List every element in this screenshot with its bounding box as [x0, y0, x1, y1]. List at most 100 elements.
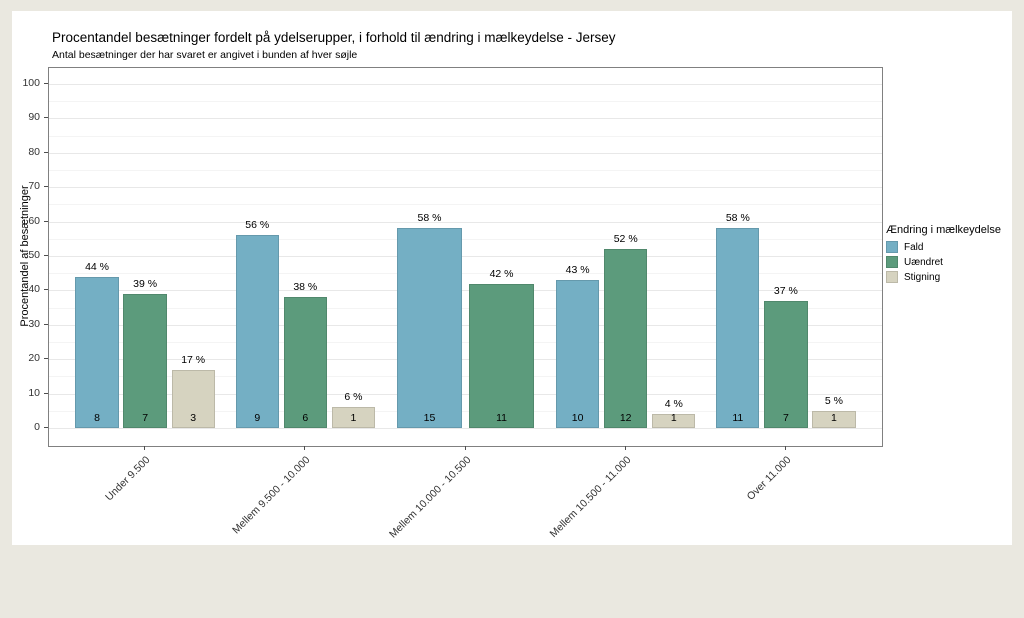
- bar-count-label: 15: [423, 412, 436, 424]
- bar-count-label: 1: [831, 412, 837, 424]
- bar: [812, 410, 856, 428]
- legend-swatch: [886, 256, 898, 268]
- y-axis-tick-mark: [44, 323, 48, 325]
- chart-card: Procentandel besætninger fordelt på ydel…: [12, 11, 1012, 545]
- y-axis-tick-label: 0: [34, 421, 40, 433]
- gridline-major: [49, 324, 882, 326]
- bar: [556, 280, 600, 428]
- bar-value-label: 5 %: [824, 394, 843, 407]
- legend-item: Uændret: [886, 256, 1016, 268]
- bar: [75, 276, 119, 428]
- y-axis-tick-label: 60: [28, 214, 40, 227]
- x-axis-tick-label: Under 9.500: [103, 454, 153, 504]
- y-axis-tick-mark: [44, 427, 48, 428]
- y-axis-tick-label: 100: [22, 77, 40, 89]
- bar-value-label: 42 %: [489, 267, 514, 280]
- legend-item: Fald: [886, 241, 1016, 253]
- legend-swatch: [886, 271, 898, 283]
- x-axis-tick-label: Mellem 10.500 - 11.000: [547, 454, 634, 540]
- gridline-minor: [49, 170, 882, 171]
- bar-value-label: 56 %: [245, 219, 270, 232]
- gridline-minor: [49, 273, 882, 275]
- bar: [171, 369, 215, 428]
- bar-count-label: 9: [254, 412, 261, 424]
- gridline-major: [49, 290, 882, 292]
- x-axis-tick-mark: [304, 446, 306, 450]
- legend-item: Stigning: [886, 271, 1016, 283]
- y-axis-tick-label: 10: [28, 386, 40, 399]
- gridline-major: [49, 359, 882, 361]
- y-axis-tick-mark: [44, 392, 48, 394]
- gridline-major: [49, 393, 882, 395]
- gridline-major: [49, 221, 882, 223]
- bar-count-label: 11: [496, 412, 507, 424]
- bar-value-label: 43 %: [565, 264, 590, 277]
- gridline-minor: [49, 204, 882, 206]
- gridline-major: [49, 256, 882, 257]
- legend-item-label: Fald: [904, 241, 924, 253]
- bar-count-label: 11: [732, 412, 744, 424]
- gridline-major: [49, 428, 882, 429]
- bar-value-label: 6 %: [344, 391, 363, 404]
- gridline-minor: [49, 342, 882, 343]
- y-axis-tick-mark: [44, 117, 48, 119]
- bar: [469, 283, 534, 428]
- legend-title: Ændring i mælkeydelse: [886, 224, 1001, 236]
- bar-count-label: 8: [94, 412, 100, 424]
- bar-value-label: 58 %: [417, 212, 442, 225]
- bar-value-label: 37 %: [773, 284, 798, 297]
- bar: [764, 300, 808, 428]
- gridline-major: [49, 118, 882, 120]
- bar-value-label: 38 %: [293, 281, 318, 294]
- gridline-minor: [49, 135, 882, 137]
- bar: [283, 297, 327, 428]
- chart-title: Procentandel besætninger fordelt på ydel…: [52, 30, 616, 45]
- y-axis-tick-mark: [44, 255, 48, 256]
- x-axis-tick-mark: [624, 446, 626, 450]
- bar: [235, 235, 279, 428]
- x-axis-tick-label: Mellem 9.500 - 10.000: [230, 454, 313, 537]
- y-axis-tick-mark: [44, 151, 48, 153]
- bar-value-label: 52 %: [613, 233, 638, 246]
- x-axis-tick-mark: [784, 446, 786, 450]
- x-axis-tick-mark: [464, 446, 466, 450]
- y-axis-tick-label: 20: [28, 352, 40, 365]
- legend: Ændring i mælkeydelse Fald Uændret Stignin…: [886, 224, 1016, 286]
- gridline-major: [49, 187, 882, 189]
- bar: [716, 228, 760, 428]
- x-axis-tick-label: Over 11.000: [744, 454, 794, 503]
- y-axis-tick-mark: [44, 186, 48, 188]
- bar: [397, 228, 462, 428]
- bar-value-label: 17 %: [181, 353, 206, 366]
- bar-value-label: 44 %: [85, 260, 110, 273]
- bar-count-label: 1: [670, 412, 677, 424]
- legend-swatch: [886, 241, 898, 253]
- y-axis-tick-label: 50: [28, 249, 40, 261]
- gridline-minor: [49, 410, 882, 412]
- chart-subtitle: Antal besætninger der har svaret er angi…: [52, 49, 358, 61]
- bar-count-label: 3: [190, 412, 197, 424]
- bar: [652, 414, 696, 428]
- y-axis-tick-label: 30: [28, 317, 40, 330]
- y-axis-tick-mark: [44, 289, 48, 291]
- bar-value-label: 4 %: [664, 398, 683, 411]
- y-axis-tick-label: 70: [28, 180, 40, 193]
- bar-count-label: 7: [142, 412, 149, 424]
- y-axis-tick-mark: [44, 220, 48, 222]
- bar: [604, 249, 648, 428]
- y-axis-tick-mark: [44, 358, 48, 360]
- bar: [331, 407, 375, 428]
- bar-value-label: 39 %: [133, 277, 158, 290]
- gridline-minor: [49, 307, 882, 309]
- gridline-minor: [49, 101, 882, 103]
- x-axis-tick-mark: [144, 446, 146, 450]
- y-axis-tick-label: 80: [28, 145, 40, 158]
- plot-panel: 44 % 8 39 % 7 17 % 3 56 % 9 38 % 6 6 % 1 58 % 15 42 % 1…: [48, 67, 883, 447]
- bar-count-label: 6: [302, 412, 309, 424]
- bar-count-label: 1: [350, 412, 357, 424]
- bar-value-label: 58 %: [725, 212, 750, 225]
- y-axis-tick-label: 90: [28, 111, 40, 124]
- gridline-major: [49, 152, 882, 154]
- bar: [123, 293, 167, 428]
- gridline-minor: [49, 376, 882, 378]
